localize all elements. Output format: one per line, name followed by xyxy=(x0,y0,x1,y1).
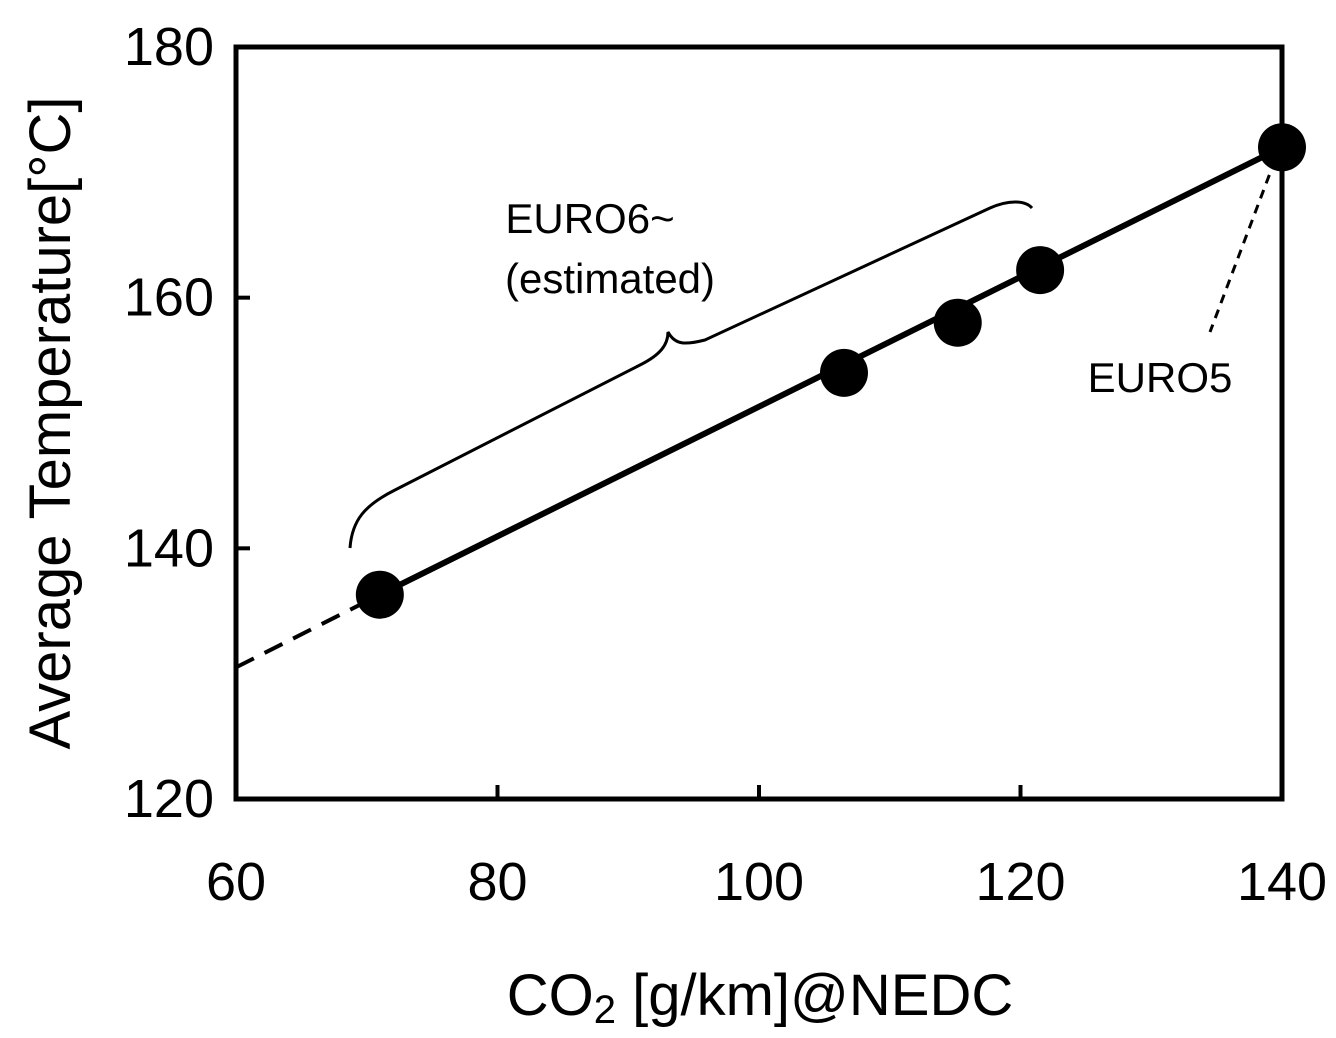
data-points xyxy=(355,123,1306,619)
data-point xyxy=(933,298,982,347)
x-axis-title: CO2 [g/km]@NEDC xyxy=(507,963,1014,1032)
y-axis-title: Average Temperature[°C] xyxy=(18,97,83,750)
data-point xyxy=(1258,123,1306,172)
euro6-estimated-label: (estimated) xyxy=(505,255,715,302)
data-point xyxy=(819,348,868,397)
x-tick-label: 60 xyxy=(206,852,266,912)
data-point xyxy=(355,570,404,619)
plot-frame xyxy=(233,44,1285,802)
y-tick-label: 160 xyxy=(124,268,214,328)
euro5-label: EURO5 xyxy=(1088,354,1233,401)
y-tick-label: 180 xyxy=(124,17,214,77)
x-tick-label: 100 xyxy=(714,852,804,912)
data-point xyxy=(1016,246,1065,295)
x-tick-label: 120 xyxy=(975,852,1065,912)
y-tick-label: 140 xyxy=(124,518,214,578)
euro5-leader-line xyxy=(1208,159,1277,333)
x-tick-label: 80 xyxy=(467,852,527,912)
axis-ticks: 60 80 100 120 140 120 140 160 180 xyxy=(124,17,1327,912)
euro6-brace xyxy=(348,200,1034,549)
y-tick-label: 120 xyxy=(124,769,214,829)
x-tick-label: 140 xyxy=(1237,852,1327,912)
euro6-label: EURO6~ xyxy=(505,195,674,242)
trend-line-extrapolated xyxy=(235,592,381,670)
